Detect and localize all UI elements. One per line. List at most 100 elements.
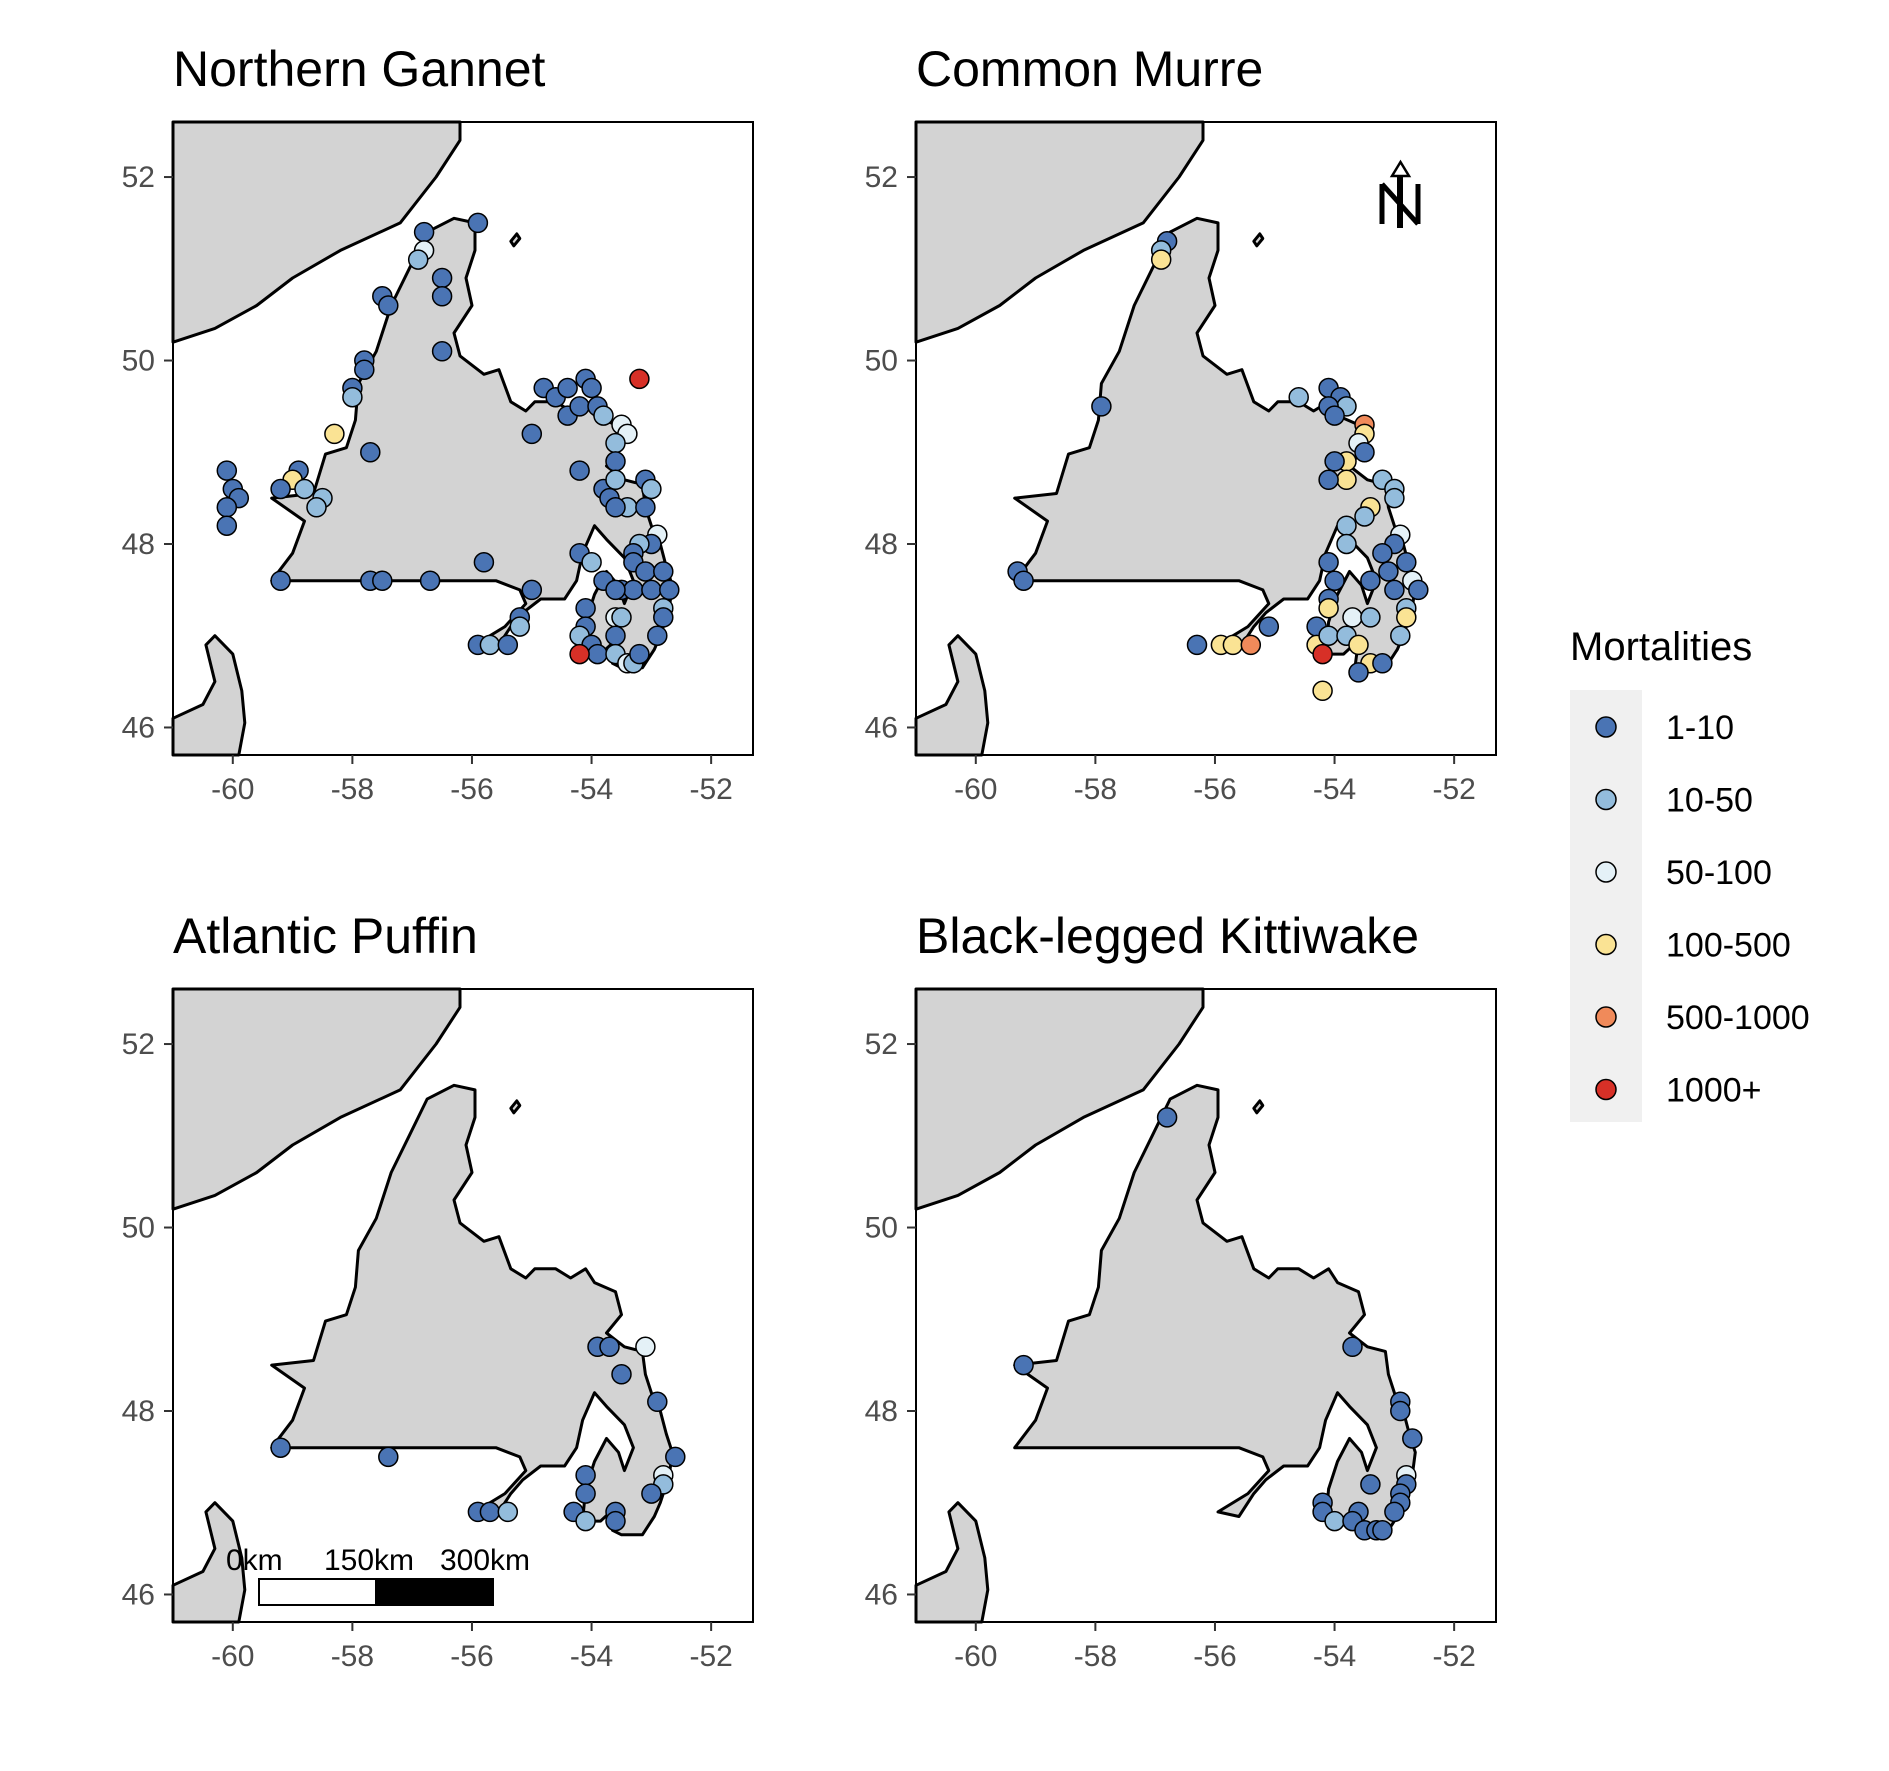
mortality-point: [581, 377, 602, 399]
mortality-point: [431, 341, 453, 362]
legend-swatch: [1595, 1078, 1617, 1101]
mortality-point: [294, 478, 315, 500]
mortality-point: [605, 432, 626, 454]
mortality-point: [419, 570, 441, 591]
mortality-point: [569, 460, 590, 481]
mortality-point: [665, 1446, 686, 1468]
legend-swatch: [1595, 861, 1617, 883]
map-border: [915, 121, 1497, 756]
mortality-point: [587, 643, 608, 665]
mortality-point: [1324, 405, 1345, 426]
mortality-point: [605, 625, 626, 646]
mortality-point: [521, 423, 543, 445]
mortality-point: [497, 634, 519, 656]
mortality-point: [270, 1437, 291, 1458]
map-border: [172, 988, 754, 1623]
x-tick-label: -60: [954, 773, 997, 806]
panel-title: Northern Gannet: [173, 41, 546, 97]
mortality-point: [1013, 1354, 1034, 1376]
mortality-point: [581, 552, 602, 573]
mortality-point: [1240, 634, 1262, 656]
mortality-point: [641, 478, 662, 500]
y-tick-label: 48: [865, 528, 898, 561]
mortality-point: [1396, 552, 1417, 573]
north-arrow-icon: [1379, 159, 1421, 228]
mortality-point: [1360, 1474, 1381, 1495]
mortality-point: [479, 1501, 501, 1523]
axes-layer: -60 -58 -56 -54 -52 46 48 50 52: [122, 161, 733, 806]
mortality-point: [641, 1483, 662, 1504]
points-layer: [270, 1336, 686, 1532]
mortality-point: [623, 579, 644, 601]
mortality-point: [1318, 625, 1339, 646]
legend-item-label: 500-1000: [1666, 999, 1810, 1037]
mortality-point: [1091, 396, 1112, 417]
legend-item-label: 1000+: [1666, 1072, 1762, 1110]
mortality-point: [575, 597, 596, 619]
landmass: [171, 120, 462, 344]
mortality-point: [605, 451, 626, 472]
mortality-point: [635, 1336, 656, 1358]
legend-item-label: 50-100: [1666, 854, 1772, 892]
mortality-point: [509, 616, 531, 637]
panel-title: Black-legged Kittiwake: [916, 908, 1419, 964]
mortality-point: [407, 249, 429, 270]
land-layer: [914, 987, 1417, 1624]
mortality-point: [1372, 653, 1393, 674]
y-tick-label: 50: [122, 345, 155, 378]
scale-bar-black-segment: [375, 1578, 494, 1606]
y-tick-label: 48: [865, 1395, 898, 1428]
x-tick-label: -54: [1313, 1640, 1356, 1673]
mortality-point: [575, 1510, 596, 1532]
y-tick-label: 46: [865, 1578, 898, 1611]
mortality-point: [1372, 542, 1393, 564]
mortality-point: [1258, 616, 1280, 637]
mortality-point: [431, 286, 453, 307]
mortality-point: [324, 423, 345, 445]
mortality-point: [1318, 597, 1339, 619]
panel-title: Atlantic Puffin: [173, 908, 478, 964]
landmass: [270, 1083, 674, 1537]
x-tick-label: -60: [211, 1640, 254, 1673]
mortality-point: [611, 1364, 632, 1385]
mortality-point: [569, 643, 590, 665]
y-tick-label: 46: [122, 711, 155, 744]
mortality-point: [1402, 1428, 1423, 1449]
x-tick-label: -56: [1193, 1640, 1236, 1673]
mortality-point: [270, 570, 291, 591]
mortality-point: [1384, 1501, 1405, 1523]
x-tick-label: -60: [211, 773, 254, 806]
mortality-point: [1354, 442, 1375, 463]
x-tick-label: -58: [1074, 773, 1117, 806]
mortality-point: [216, 515, 238, 536]
mortality-point: [467, 212, 489, 234]
mortality-point: [413, 221, 435, 243]
mortality-point: [1156, 1107, 1178, 1128]
landmass: [509, 232, 522, 248]
mortality-point: [1150, 249, 1172, 270]
mortality-point: [557, 377, 578, 399]
mortality-point: [1396, 607, 1417, 628]
mortality-point: [497, 1501, 519, 1523]
mortality-point: [1336, 515, 1357, 536]
mortality-point: [1348, 662, 1369, 683]
mortality-point: [521, 579, 543, 601]
mortality-point: [378, 295, 399, 316]
axes-layer: -60 -58 -56 -54 -52 46 48 50 52: [122, 1028, 733, 1673]
y-tick-label: 52: [122, 1028, 155, 1061]
scale-bar-white-segment: [258, 1578, 377, 1606]
landmass: [914, 120, 1205, 344]
mortality-point: [1384, 579, 1405, 601]
mortality-point: [342, 386, 363, 408]
legend-item-label: 100-500: [1666, 927, 1791, 965]
mortality-point: [605, 469, 626, 491]
mortality-point: [629, 643, 650, 665]
mortality-point: [605, 579, 626, 601]
mortality-point: [647, 625, 668, 646]
mortality-point: [1390, 1400, 1411, 1422]
panel-common-murre: Common Murre -60 -58 -56 -54 -52 46 48 50 52: [865, 41, 1497, 806]
mortality-point: [479, 634, 501, 656]
x-tick-label: -52: [689, 1640, 732, 1673]
mortality-point: [360, 442, 381, 463]
